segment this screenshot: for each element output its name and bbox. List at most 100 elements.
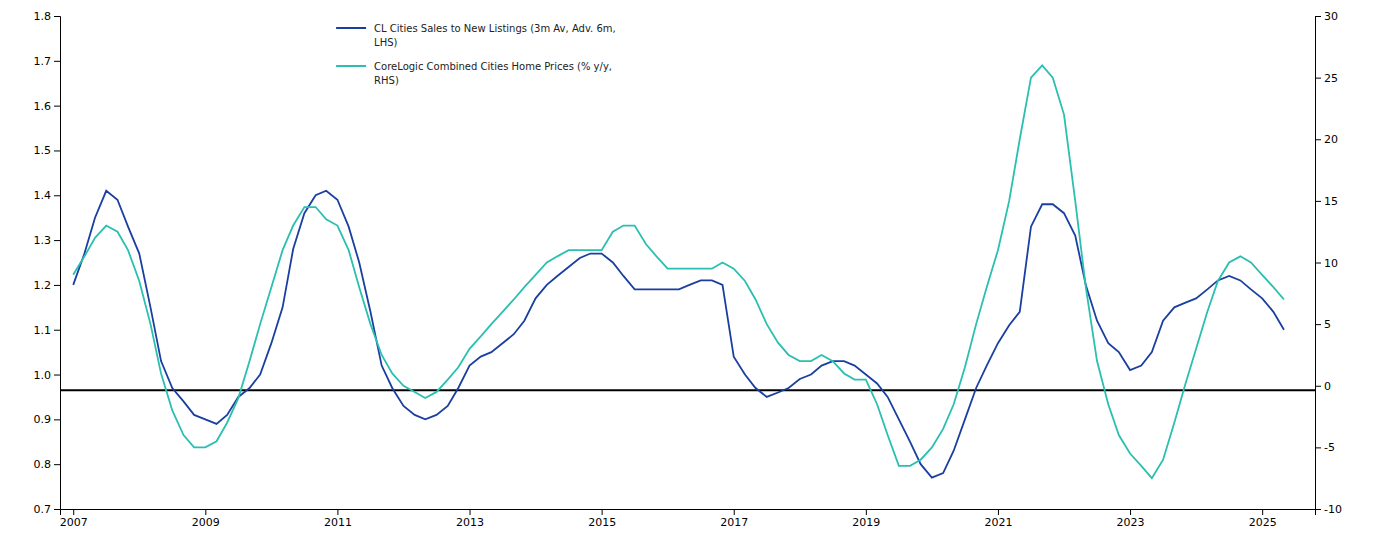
tick-label: 2017	[720, 516, 748, 529]
tick: 2011	[324, 509, 352, 529]
tick-mark	[54, 464, 60, 465]
tick: 25	[1315, 72, 1338, 85]
tick-label: 2021	[984, 516, 1012, 529]
tick-mark	[54, 150, 60, 151]
tick-mark	[866, 509, 867, 515]
plot-area	[60, 65, 1315, 478]
tick-mark	[1130, 509, 1131, 515]
tick: 1.6	[34, 100, 61, 113]
tick: 15	[1315, 195, 1338, 208]
y-axis: 0.7 0.8 0.9 1.0 1.1 1.2 1.3 1.4 1.5 1.6 1.7 1.8	[34, 10, 61, 516]
tick-label: 2009	[192, 516, 220, 529]
tick-label: -10	[1324, 503, 1342, 516]
tick: 1.0	[34, 369, 61, 382]
tick-mark	[54, 195, 60, 196]
tick-mark	[1315, 509, 1321, 510]
tick-label: 30	[1324, 10, 1338, 23]
tick-mark	[998, 509, 999, 515]
tick-label: -5	[1324, 441, 1335, 454]
tick: 2025	[1249, 509, 1277, 529]
tick: 1.1	[34, 324, 61, 337]
tick: 2019	[852, 509, 880, 529]
x-axis: 2007 2009 2011 2013 2015 2017 2019 2021 2023 2025	[60, 509, 1316, 529]
tick-mark	[54, 16, 60, 17]
tick: 1.4	[34, 189, 61, 202]
y2-axis: -10 -5 0 5 10 15 20 25 30	[1315, 10, 1342, 516]
tick-mark	[54, 375, 60, 376]
tick: 20	[1315, 133, 1338, 146]
tick: 0	[1315, 380, 1331, 393]
tick-mark	[1315, 78, 1321, 79]
tick-label: 1.4	[34, 189, 52, 202]
tick-mark	[54, 330, 60, 331]
tick: -5	[1315, 441, 1335, 454]
tick-label: 10	[1324, 257, 1338, 270]
y2-axis-line	[1316, 17, 1322, 510]
tick-mark	[337, 509, 338, 515]
legend-swatch	[336, 65, 366, 67]
tick: 10	[1315, 257, 1338, 270]
tick-mark	[1315, 447, 1321, 448]
tick-label: 2023	[1117, 516, 1145, 529]
legend-swatch	[336, 27, 366, 29]
tick-mark	[73, 509, 74, 515]
tick: 1.7	[34, 55, 61, 68]
legend: CL Cities Sales to New Listings (3m Av, …	[336, 23, 616, 86]
tick: 1.5	[34, 144, 61, 157]
legend-label: CL Cities Sales to New Listings (3m Av, …	[374, 23, 616, 48]
tick: 2009	[192, 509, 220, 529]
tick-mark	[1315, 16, 1321, 17]
tick-mark	[1262, 509, 1263, 515]
tick-mark	[54, 240, 60, 241]
tick-label: 1.6	[34, 100, 52, 113]
x-axis-line	[61, 510, 1316, 516]
legend-label: CoreLogic Combined Cities Home Prices (%…	[374, 61, 612, 86]
tick-label: 1.3	[34, 234, 52, 247]
series-line	[73, 65, 1284, 478]
tick: 2021	[984, 509, 1012, 529]
tick: 1.3	[34, 234, 61, 247]
tick-mark	[54, 106, 60, 107]
tick: 30	[1315, 10, 1338, 23]
y-axis-line	[54, 17, 61, 510]
tick-mark	[1315, 324, 1321, 325]
tick-label: 1.2	[34, 279, 52, 292]
tick: 0.9	[34, 413, 61, 426]
tick-label: 1.7	[34, 55, 52, 68]
tick-label: 0.7	[34, 503, 52, 516]
tick: 0.8	[34, 458, 61, 471]
tick-label: 15	[1324, 195, 1338, 208]
tick-label: 0	[1324, 380, 1331, 393]
tick-label: 25	[1324, 72, 1338, 85]
tick-label: 2025	[1249, 516, 1277, 529]
tick-mark	[1315, 386, 1321, 387]
tick-label: 1.0	[34, 369, 52, 382]
tick-mark	[602, 509, 603, 515]
tick-mark	[54, 509, 60, 510]
tick-label: 0.8	[34, 458, 52, 471]
tick: 0.7	[34, 503, 61, 516]
tick: 1.2	[34, 279, 61, 292]
series-line	[73, 191, 1284, 478]
tick: 2015	[588, 509, 616, 529]
tick-mark	[1315, 201, 1321, 202]
tick: 2007	[60, 509, 88, 529]
tick-label: 5	[1324, 318, 1331, 331]
tick-mark	[1315, 139, 1321, 140]
tick-label: 1.5	[34, 144, 52, 157]
tick: 2017	[720, 509, 748, 529]
tick: 5	[1315, 318, 1331, 331]
tick: 1.8	[34, 10, 61, 23]
tick: 2023	[1117, 509, 1145, 529]
tick-label: 20	[1324, 133, 1338, 146]
tick-label: 2013	[456, 516, 484, 529]
tick-label: 2011	[324, 516, 352, 529]
tick: -10	[1315, 503, 1342, 516]
tick-mark	[205, 509, 206, 515]
tick-mark	[1315, 263, 1321, 264]
tick-label: 1.1	[34, 324, 52, 337]
chart: 2007200920112013201520172019202120232025…	[0, 0, 1375, 545]
tick-mark	[470, 509, 471, 515]
tick-label: 2007	[60, 516, 88, 529]
tick-label: 1.8	[34, 10, 52, 23]
